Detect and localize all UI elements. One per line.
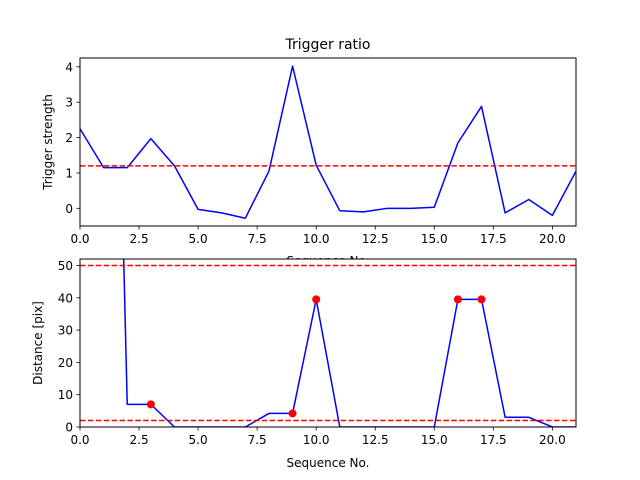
plot-marks [80, 259, 576, 427]
x-tick-label: 20.0 [539, 232, 566, 246]
x-tick-label: 12.5 [362, 232, 389, 246]
y-tick-label: 20 [58, 356, 73, 370]
plot-frame [79, 57, 577, 227]
data-point-marker [288, 409, 297, 418]
y-axis-label: Distance [pix] [31, 301, 45, 385]
y-tick-label: 0 [65, 202, 73, 216]
y-tick-label: 40 [58, 291, 73, 305]
data-point-marker [453, 295, 462, 304]
distance-subplot: 0.0 2.5 5.0 7.5 10.0 12.5 15.0 17.5 20.0 0 10 20 30 4… [31, 258, 577, 470]
x-tick-label: 7.5 [248, 433, 267, 447]
x-axis-label: Sequence No. [287, 456, 370, 470]
x-tick-label: 5.0 [189, 433, 208, 447]
axis-ticks: 0.0 2.5 5.0 7.5 10.0 12.5 15.0 17.5 20.0 0 10 20 30 4… [58, 259, 566, 447]
x-tick-label: 17.5 [480, 433, 507, 447]
x-tick-label: 2.5 [130, 232, 149, 246]
y-tick-label: 10 [58, 388, 73, 402]
y-tick-label: 50 [58, 259, 73, 273]
x-tick-label: 12.5 [362, 433, 389, 447]
y-tick-label: 1 [65, 166, 73, 180]
x-tick-label: 20.0 [539, 433, 566, 447]
data-point-marker [477, 295, 486, 304]
x-tick-label: 2.5 [130, 433, 149, 447]
x-tick-label: 7.5 [248, 232, 267, 246]
series-line-0 [80, 65, 576, 219]
x-tick-label: 15.0 [421, 433, 448, 447]
y-tick-label: 0 [65, 421, 73, 435]
plot-area-background [80, 58, 576, 226]
y-tick-label: 30 [58, 324, 73, 338]
y-tick-label: 2 [65, 131, 73, 145]
data-point-marker [312, 295, 321, 304]
x-tick-label: 15.0 [421, 232, 448, 246]
y-tick-label: 3 [65, 96, 73, 110]
y-tick-label: 4 [65, 60, 73, 74]
data-point-marker [146, 400, 155, 409]
trigger-ratio-subplot: Trigger ratio Trigger strength Sequence … [41, 37, 577, 268]
axis-ticks: 0.0 2.5 5.0 7.5 10.0 12.5 15.0 17.5 20.0 0 1 2 3 4 [65, 60, 565, 246]
x-tick-label: 5.0 [189, 232, 208, 246]
plot-frame [79, 258, 577, 428]
chart-title: Trigger ratio [284, 37, 370, 53]
x-tick-label: 10.0 [303, 433, 330, 447]
x-tick-label: 10.0 [303, 232, 330, 246]
plot-marks [80, 65, 576, 219]
x-tick-label: 0.0 [70, 433, 89, 447]
x-tick-label: 17.5 [480, 232, 507, 246]
series-line-0 [122, 259, 576, 427]
plot-area-background [80, 259, 576, 427]
y-axis-label: Trigger strength [41, 94, 55, 191]
x-tick-label: 0.0 [70, 232, 89, 246]
